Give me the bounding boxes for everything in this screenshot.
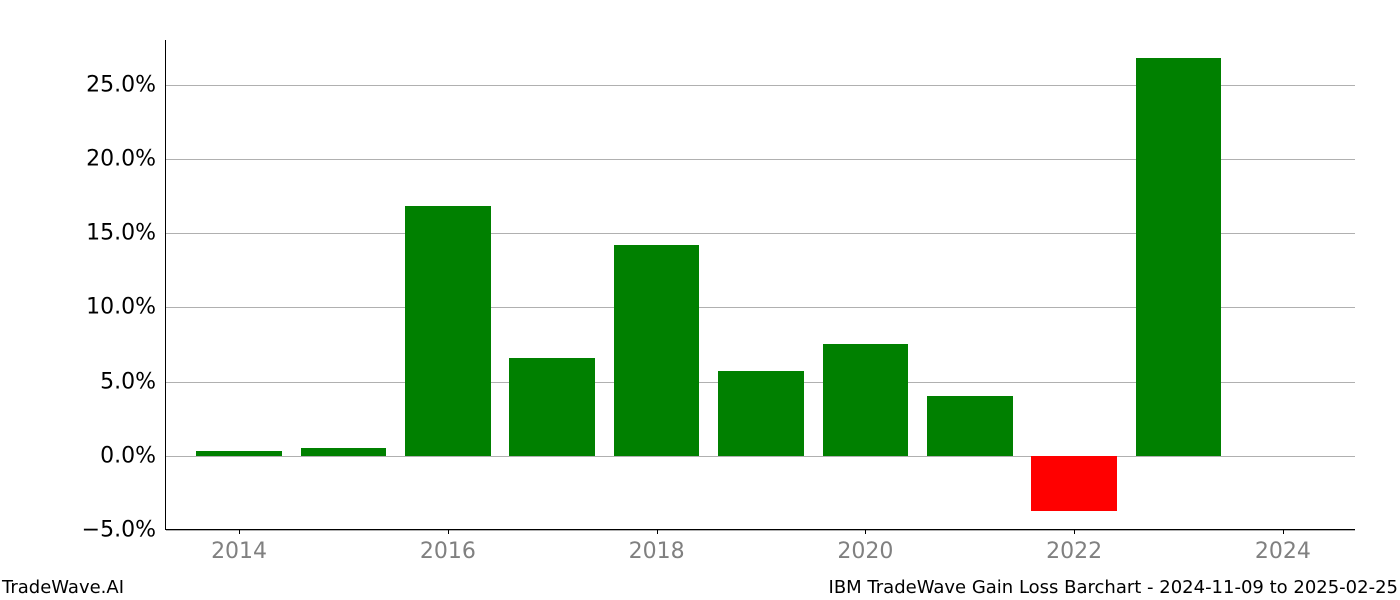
- bar: [823, 344, 909, 455]
- gain-loss-barchart: −5.0% 0.0% 5.0% 10.0% 15.0% 20.0% 25.0% 2014 201…: [0, 0, 1400, 600]
- y-tick-label: −5.0%: [82, 518, 166, 543]
- y-tick-label: 0.0%: [100, 443, 166, 468]
- bar: [1136, 58, 1222, 456]
- x-tick-label: 2024: [1255, 529, 1311, 564]
- y-tick-label: 20.0%: [86, 146, 166, 171]
- footer-left-text: TradeWave.AI: [2, 577, 124, 598]
- x-tick-label: 2022: [1046, 529, 1102, 564]
- y-tick-label: 10.0%: [86, 295, 166, 320]
- bar: [509, 358, 595, 456]
- x-tick-label: 2020: [837, 529, 893, 564]
- y-tick-label: 15.0%: [86, 221, 166, 246]
- footer-right-text: IBM TradeWave Gain Loss Barchart - 2024-…: [829, 577, 1398, 598]
- bar: [405, 206, 491, 455]
- bar: [196, 451, 282, 455]
- plot-area: −5.0%0.0%5.0%10.0%15.0%20.0%25.0%2014201…: [165, 40, 1355, 530]
- bar: [1031, 456, 1117, 511]
- y-tick-label: 5.0%: [100, 369, 166, 394]
- y-tick-label: 25.0%: [86, 72, 166, 97]
- bar: [614, 245, 700, 456]
- x-tick-label: 2016: [420, 529, 476, 564]
- bar: [718, 371, 804, 456]
- bar: [927, 396, 1013, 455]
- x-tick-label: 2014: [211, 529, 267, 564]
- zero-line: [166, 456, 1355, 457]
- bar: [301, 448, 387, 455]
- gridline: [166, 530, 1355, 531]
- x-tick-label: 2018: [629, 529, 685, 564]
